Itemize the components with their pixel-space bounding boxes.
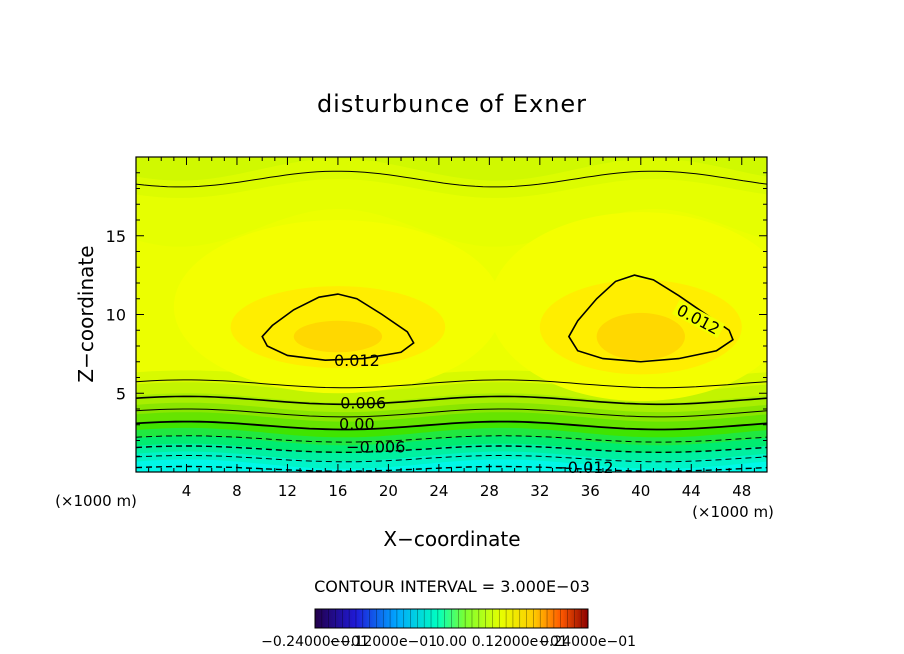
x-tick-label: 40 <box>631 482 650 500</box>
contour-interval-text: CONTOUR INTERVAL = 3.000E−03 <box>314 577 590 596</box>
chart-title: disturbunce of Exner <box>317 90 587 118</box>
contour-label-group: −0.012 <box>554 458 613 477</box>
x-axis-label: X−coordinate <box>383 527 520 551</box>
y-tick-label: 10 <box>106 306 126 325</box>
colorbar-label: −0.24000e−01 <box>261 634 369 650</box>
colorbar-label: 0.24000e−01 <box>540 634 636 650</box>
contour-label-group: 0.006 <box>340 393 386 412</box>
y-axis-label: Z−coordinate <box>74 245 98 382</box>
contour-line--0.012 <box>136 465 767 472</box>
contour-lines <box>136 170 767 472</box>
colorbar-labels: −0.24000e−01−0.12000e−010.00 0.12000e−010… <box>261 634 636 650</box>
contour-label: −0.012 <box>554 458 613 477</box>
x-tick-label: 4 <box>182 482 192 500</box>
contour-line-neg <box>136 435 767 443</box>
contour-line-0.006 <box>136 395 767 406</box>
contour-line-upper <box>136 170 767 188</box>
x-tick-label: 16 <box>328 482 347 500</box>
colorbar-stripes <box>321 609 582 628</box>
fill-core-left <box>293 320 383 353</box>
contour-label-group: 0.012 <box>334 351 380 370</box>
colorbar-label: 0.00 <box>436 634 467 650</box>
x-tick-label: 36 <box>581 482 600 500</box>
contour-line-0.00 <box>136 420 767 431</box>
x-tick-label: 28 <box>480 482 499 500</box>
fill-top-band-2 <box>136 157 767 198</box>
y-tick-label: 5 <box>116 384 126 403</box>
contour-label: 0.012 <box>334 351 380 370</box>
contour-label: 0.00 <box>339 415 375 434</box>
fill-core-right <box>596 312 685 361</box>
x-tick-label: 24 <box>429 482 448 500</box>
colorbar-label: 0.12000e−01 <box>472 634 568 650</box>
contour-line <box>136 379 767 389</box>
colorbar: −0.24000e−01−0.12000e−010.00 0.12000e−010… <box>261 608 636 650</box>
contour-label-group: 0.00 <box>339 415 375 434</box>
x-tick-label: 32 <box>530 482 549 500</box>
x-tick-label: 44 <box>682 482 701 500</box>
y-tick-label: 15 <box>106 227 126 246</box>
x-tick-label: 20 <box>379 482 398 500</box>
contour-line--0.006 <box>136 445 767 453</box>
contour-label: 0.006 <box>340 393 386 412</box>
colorbar-label: −0.12000e−01 <box>329 634 437 650</box>
contour-label-bg <box>672 299 726 339</box>
x-tick-label: 48 <box>732 482 751 500</box>
colorbar-frame <box>314 608 589 629</box>
contour-line-0.012-left <box>261 293 415 361</box>
contour-label: −0.006 <box>346 437 405 456</box>
contour-line-neg <box>136 455 767 463</box>
x-tick-label: 12 <box>278 482 297 500</box>
x-axis-unit: (×1000 m) <box>692 503 774 521</box>
x-tick-label: 8 <box>232 482 242 500</box>
fill-band <box>136 459 767 472</box>
contour-line <box>136 408 767 418</box>
contour-label-group: −0.006 <box>346 437 405 456</box>
y-axis-unit: (×1000 m) <box>55 492 137 510</box>
